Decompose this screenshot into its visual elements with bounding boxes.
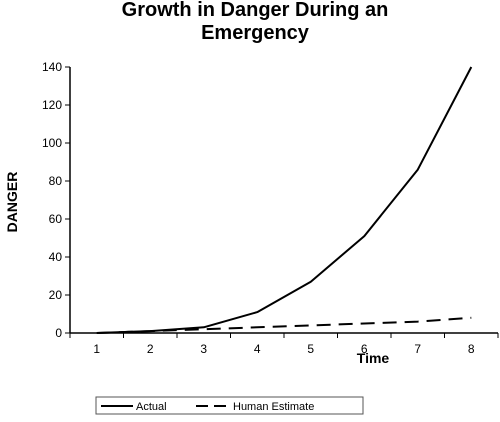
x-tick-label: 8: [468, 342, 475, 356]
y-axis-label: DANGER: [4, 172, 20, 233]
y-tick-label: 120: [42, 98, 62, 112]
legend-label-human-estimate: Human Estimate: [233, 401, 314, 413]
legend-box: [95, 396, 364, 415]
y-axis-ticks: 0 20 40 60 80 100 120 140: [42, 60, 70, 340]
legend: Actual Human Estimate: [95, 396, 364, 415]
x-tick-label: 1: [93, 342, 100, 356]
y-tick-label: 20: [49, 288, 63, 302]
axes: [69, 67, 498, 334]
chart-title-line-2: Emergency: [201, 22, 310, 44]
y-tick-label: 0: [55, 326, 62, 340]
y-tick-label: 80: [49, 174, 63, 188]
series-layer: [96, 66, 473, 334]
y-tick-label: 100: [42, 136, 62, 150]
x-tick-label: 7: [414, 342, 421, 356]
y-tick-label: 40: [49, 250, 63, 264]
x-tick-label: 3: [200, 342, 207, 356]
y-tick-label: 60: [49, 212, 63, 226]
series-line-human-estimate: [96, 316, 472, 334]
legend-label-actual: Actual: [136, 401, 167, 413]
x-tick-label: 5: [307, 342, 314, 356]
x-axis-label: Time: [357, 350, 390, 366]
chart-title-line-1: Growth in Danger During an: [122, 0, 389, 21]
x-tick-label: 4: [254, 342, 261, 356]
y-tick-label: 140: [42, 60, 62, 74]
x-axis-ticks: 1 2 3 4 5 6 7 8: [69, 333, 499, 356]
x-tick-label: 6: [361, 342, 368, 356]
x-tick-label: 2: [147, 342, 154, 356]
series-line-actual: [96, 66, 473, 334]
